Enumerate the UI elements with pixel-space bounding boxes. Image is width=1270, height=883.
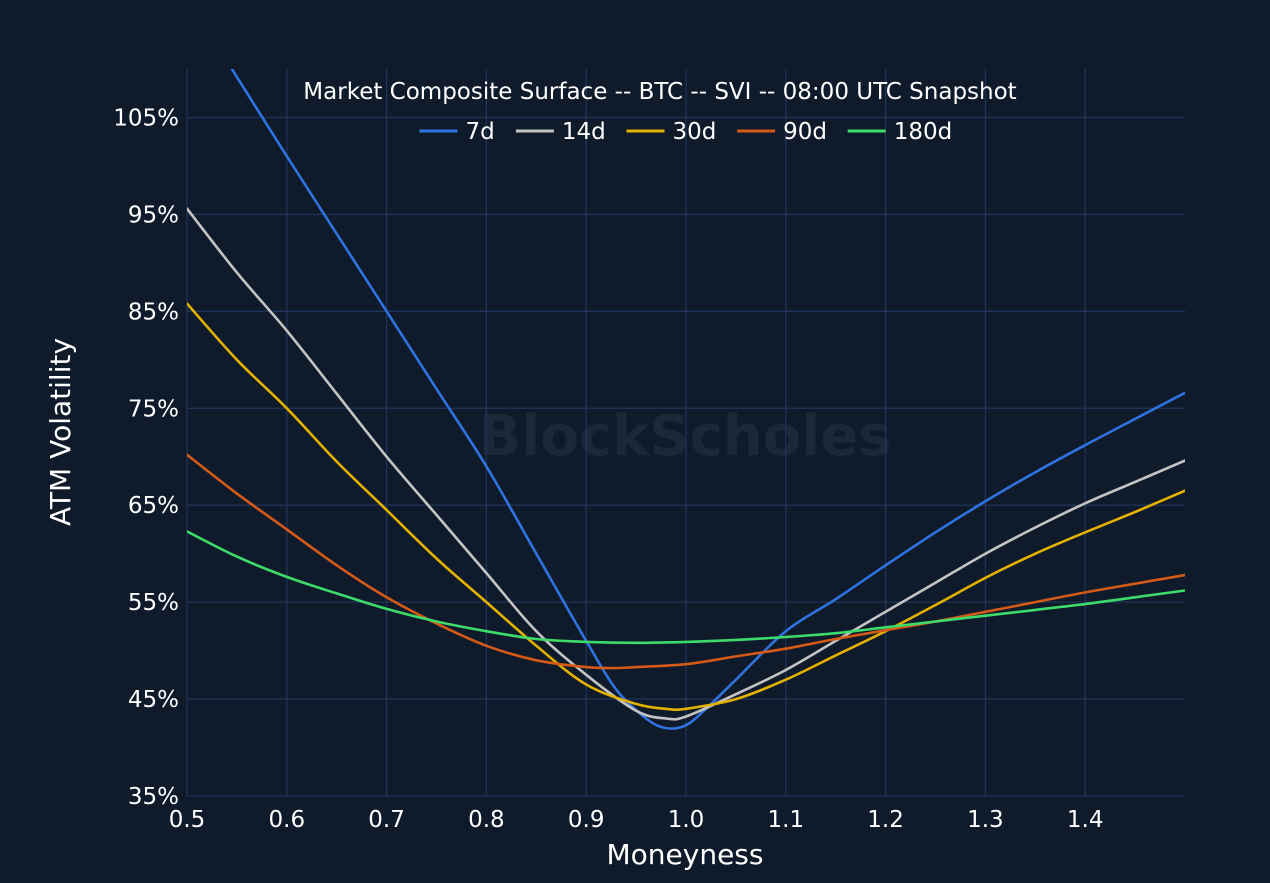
legend-label: 180d	[894, 119, 953, 145]
x-tick-label: 0.9	[568, 807, 605, 833]
watermark-text: BlockScholes	[478, 404, 891, 469]
chart-title: Market Composite Surface -- BTC -- SVI -…	[303, 79, 1016, 105]
y-tick-label: 105%	[113, 105, 179, 131]
y-tick-label: 85%	[128, 299, 179, 325]
y-axis-ticks: 35% 45% 55% 65% 75% 85% 95% 105%	[113, 105, 179, 810]
legend-label: 7d	[466, 119, 495, 145]
x-axis-title: Moneyness	[607, 838, 764, 871]
series-line-30d	[187, 302, 1185, 712]
x-tick-label: 1.0	[668, 807, 705, 833]
y-tick-label: 35%	[128, 784, 179, 810]
series-line-90d	[187, 453, 1185, 670]
legend-label: 30d	[673, 119, 717, 145]
y-tick-label: 45%	[128, 687, 179, 713]
series-lines	[187, 69, 1185, 730]
legend-item-30d[interactable]: 30d	[626, 119, 717, 145]
x-tick-label: 0.7	[368, 807, 405, 833]
series-line-7d	[230, 69, 1185, 730]
x-tick-label: 0.5	[169, 807, 206, 833]
x-tick-label: 0.6	[269, 807, 306, 833]
legend-label: 90d	[783, 119, 827, 145]
legend-label: 14d	[562, 119, 606, 145]
legend-item-7d[interactable]: 7d	[419, 119, 495, 145]
x-tick-label: 1.2	[867, 807, 904, 833]
legend-item-180d[interactable]: 180d	[847, 119, 953, 145]
y-axis-title: ATM Volatility	[44, 338, 77, 526]
legend[interactable]: 7d 14d 30d 90d 180d	[419, 119, 953, 145]
legend-item-14d[interactable]: 14d	[515, 119, 606, 145]
legend-item-90d[interactable]: 90d	[737, 119, 827, 145]
y-tick-label: 75%	[128, 396, 179, 422]
y-tick-label: 95%	[128, 202, 179, 228]
series-line-14d	[187, 207, 1185, 721]
x-axis-ticks: 0.5 0.6 0.7 0.8 0.9 1.0 1.1 1.2 1.3 1.4	[169, 807, 1104, 833]
x-tick-label: 0.8	[468, 807, 505, 833]
series-line-180d	[187, 530, 1185, 645]
x-tick-label: 1.1	[768, 807, 805, 833]
y-tick-label: 55%	[128, 590, 179, 616]
y-tick-label: 65%	[128, 493, 179, 519]
grid-lines	[186, 69, 1185, 797]
x-tick-label: 1.4	[1067, 807, 1104, 833]
x-tick-label: 1.3	[967, 807, 1004, 833]
